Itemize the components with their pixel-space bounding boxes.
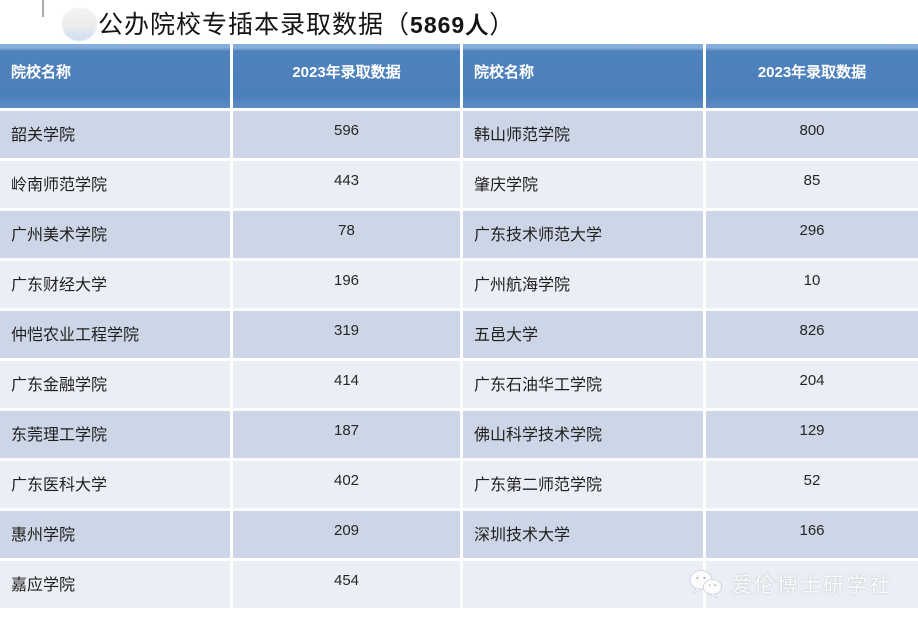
college-name-cell: 广东金融学院 [0, 361, 230, 408]
college-name-cell: 仲恺农业工程学院 [0, 311, 230, 358]
college-name-cell: 广州美术学院 [0, 211, 230, 258]
admission-value-cell: 454 [233, 561, 460, 608]
admission-value-cell: 129 [706, 411, 918, 458]
admission-value-cell: 78 [233, 211, 460, 258]
admission-value-cell [706, 561, 918, 608]
stray-cursor-line [42, 0, 44, 17]
admission-value-cell: 196 [233, 261, 460, 308]
admission-value-cell: 296 [706, 211, 918, 258]
page-title: 公办院校专插本录取数据（5869人） [98, 5, 515, 41]
college-name-cell: 岭南师范学院 [0, 161, 230, 208]
page-title-main: 公办院校专插本录取数据 [98, 12, 385, 39]
college-name-cell: 惠州学院 [0, 511, 230, 558]
college-name-cell: 五邑大学 [463, 311, 703, 358]
college-name-cell: 嘉应学院 [0, 561, 230, 608]
college-name-cell: 广州航海学院 [463, 261, 703, 308]
admissions-table: 院校名称 2023年录取数据 院校名称 2023年录取数据 韶关学院 596 韩… [0, 44, 918, 608]
college-name-cell [463, 561, 703, 608]
admission-value-cell: 209 [233, 511, 460, 558]
masked-logo-blob [62, 7, 97, 41]
admission-value-cell: 187 [233, 411, 460, 458]
admission-value-cell: 414 [233, 361, 460, 408]
college-name-cell: 深圳技术大学 [463, 511, 703, 558]
admission-value-cell: 52 [706, 461, 918, 508]
college-name-cell: 韩山师范学院 [463, 111, 703, 158]
total-count: 5869人 [410, 12, 490, 38]
admission-value-cell: 204 [706, 361, 918, 408]
college-name-cell: 肇庆学院 [463, 161, 703, 208]
college-name-cell: 广东医科大学 [0, 461, 230, 508]
paren-open: （ [384, 12, 411, 39]
header-2023-data-right: 2023年录取数据 [706, 44, 918, 108]
college-name-cell: 广东财经大学 [0, 261, 230, 308]
college-name-cell: 东莞理工学院 [0, 411, 230, 458]
title-bar: 公办院校专插本录取数据（5869人） [0, 0, 918, 44]
admission-value-cell: 443 [233, 161, 460, 208]
admission-value-cell: 800 [706, 111, 918, 158]
college-name-cell: 广东技术师范大学 [463, 211, 703, 258]
admission-value-cell: 85 [706, 161, 918, 208]
college-name-cell: 韶关学院 [0, 111, 230, 158]
admission-value-cell: 166 [706, 511, 918, 558]
header-2023-data-left: 2023年录取数据 [233, 44, 460, 108]
admission-value-cell: 596 [233, 111, 460, 158]
college-name-cell: 广东第二师范学院 [463, 461, 703, 508]
admission-value-cell: 319 [233, 311, 460, 358]
header-college-name-left: 院校名称 [0, 44, 230, 108]
admission-value-cell: 10 [706, 261, 918, 308]
admission-value-cell: 402 [233, 461, 460, 508]
paren-close: ） [489, 12, 516, 39]
admission-value-cell: 826 [706, 311, 918, 358]
college-name-cell: 佛山科学技术学院 [463, 411, 703, 458]
header-college-name-right: 院校名称 [463, 44, 703, 108]
college-name-cell: 广东石油华工学院 [463, 361, 703, 408]
